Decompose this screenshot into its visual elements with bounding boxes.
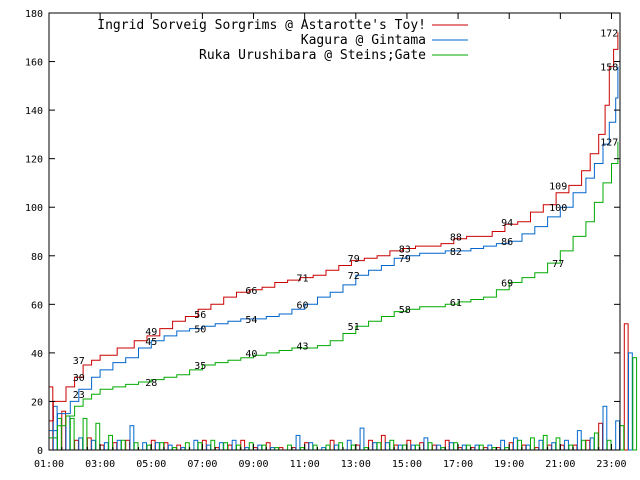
y-tick-label: 100 (25, 203, 43, 214)
data-label: 58 (399, 305, 411, 316)
cumulative-lines (49, 32, 619, 439)
data-labels: 3749566671798388941091723045505460727982… (73, 28, 619, 401)
x-tick-label: 23:00 (596, 459, 626, 470)
data-label: 100 (549, 203, 567, 214)
data-label: 109 (549, 181, 567, 192)
x-tick-label: 15:00 (392, 459, 422, 470)
legend: Ingrid Sorveig Sorgrims @ Astarotte's To… (97, 18, 468, 63)
data-label: 77 (552, 259, 564, 270)
x-tick-label: 17:00 (443, 459, 473, 470)
data-label: 23 (73, 390, 85, 401)
y-tick-label: 40 (31, 349, 43, 360)
x-tick-label: 21:00 (545, 459, 575, 470)
data-label: 51 (348, 322, 360, 333)
data-label: 88 (450, 232, 462, 243)
y-tick-label: 60 (31, 300, 43, 311)
y-tick-label: 120 (25, 155, 43, 166)
y-tick-label: 20 (31, 397, 43, 408)
data-label: 56 (194, 310, 206, 321)
y-tick-label: 80 (31, 252, 43, 263)
data-label: 50 (194, 325, 206, 336)
x-tick-label: 05:00 (136, 459, 166, 470)
series-line (49, 66, 619, 432)
y-tick-label: 0 (37, 446, 43, 457)
hourly-bar (628, 352, 633, 451)
x-tick-label: 07:00 (187, 459, 217, 470)
data-label: 172 (600, 28, 618, 39)
data-label: 30 (73, 373, 85, 384)
series-line (49, 141, 619, 439)
data-label: 61 (450, 298, 462, 309)
data-label: 35 (194, 361, 206, 372)
axes: 0 20 40 60 80 100 120 140 160 180 01:00 03:00 05:00 0… (25, 9, 627, 470)
data-label: 82 (450, 247, 462, 258)
data-label: 69 (501, 279, 513, 290)
x-tick-label: 11:00 (290, 459, 320, 470)
data-label: 43 (296, 342, 308, 353)
data-label: 37 (73, 356, 85, 367)
data-label: 79 (399, 254, 411, 265)
legend-label: Ruka Urushibara @ Steins;Gate (199, 48, 426, 63)
data-label: 71 (296, 274, 308, 285)
data-label: 86 (501, 237, 513, 248)
data-label: 83 (399, 245, 411, 256)
legend-label: Kagura @ Gintama (301, 33, 426, 48)
hourly-bar (632, 357, 638, 451)
data-label: 60 (296, 300, 308, 311)
legend-label: Ingrid Sorveig Sorgrims @ Astarotte's To… (97, 18, 426, 33)
data-label: 45 (145, 337, 157, 348)
data-label: 66 (245, 286, 257, 297)
data-label: 40 (245, 349, 257, 360)
x-tick-label: 13:00 (341, 459, 371, 470)
x-tick-label: 03:00 (85, 459, 115, 470)
data-label: 158 (600, 62, 618, 73)
data-label: 28 (145, 378, 157, 389)
data-label: 72 (348, 271, 360, 282)
data-label: 54 (245, 315, 257, 326)
x-tick-label: 09:00 (238, 459, 268, 470)
plot-frame (48, 12, 621, 451)
data-label: 49 (145, 327, 157, 338)
data-label: 94 (501, 218, 513, 229)
y-tick-label: 160 (25, 58, 43, 69)
x-tick-label: 19:00 (494, 459, 524, 470)
y-tick-label: 140 (25, 106, 43, 117)
data-label: 127 (600, 138, 618, 149)
series-line (49, 32, 619, 422)
y-tick-label: 180 (25, 9, 43, 20)
x-tick-label: 01:00 (34, 459, 64, 470)
data-label: 79 (348, 254, 360, 265)
